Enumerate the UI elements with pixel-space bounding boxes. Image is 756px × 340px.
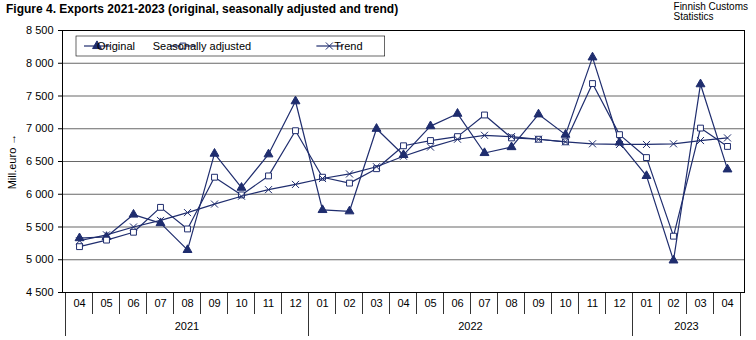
svg-text:05: 05 (100, 297, 112, 309)
svg-text:02: 02 (667, 297, 679, 309)
html-text:Figure 4. Exports 2021-2023 (o: Figure 4. Exports 2021-2023 (original, s… (6, 2, 399, 16)
svg-text:08: 08 (181, 297, 193, 309)
svg-text:7 000: 7 000 (26, 122, 54, 134)
svg-text:Mill.euro →: Mill.euro → (6, 134, 18, 190)
svg-text:Original: Original (97, 40, 135, 52)
svg-text:8 000: 8 000 (26, 57, 54, 69)
svg-text:5 000: 5 000 (26, 253, 54, 265)
svg-text:5 500: 5 500 (26, 221, 54, 233)
svg-text:01: 01 (316, 297, 328, 309)
svg-text:8 500: 8 500 (26, 24, 54, 36)
svg-text:05: 05 (424, 297, 436, 309)
svg-text:2021: 2021 (175, 320, 199, 332)
svg-text:03: 03 (370, 297, 382, 309)
svg-text:09: 09 (532, 297, 544, 309)
svg-text:10: 10 (235, 297, 247, 309)
svg-text:04: 04 (73, 297, 85, 309)
svg-text:12: 12 (289, 297, 301, 309)
html-text:Finnish Customs: Finnish Customs (673, 1, 748, 12)
svg-text:6 500: 6 500 (26, 155, 54, 167)
svg-text:04: 04 (721, 297, 733, 309)
svg-text:04: 04 (397, 297, 409, 309)
svg-text:11: 11 (587, 297, 598, 309)
svg-text:07: 07 (154, 297, 166, 309)
svg-text:07: 07 (478, 297, 490, 309)
svg-text:09: 09 (208, 297, 220, 309)
svg-text:06: 06 (451, 297, 463, 309)
svg-text:11: 11 (263, 297, 274, 309)
svg-text:08: 08 (505, 297, 517, 309)
svg-text:Seasonally adjusted: Seasonally adjusted (153, 40, 251, 52)
svg-text:4 500: 4 500 (26, 286, 54, 298)
svg-text:2023: 2023 (674, 320, 698, 332)
svg-text:7 500: 7 500 (26, 90, 54, 102)
svg-text:2022: 2022 (458, 320, 482, 332)
svg-text:10: 10 (559, 297, 571, 309)
svg-text:12: 12 (613, 297, 625, 309)
svg-text:06: 06 (127, 297, 139, 309)
svg-text:01: 01 (640, 297, 652, 309)
svg-text:03: 03 (694, 297, 706, 309)
svg-text:6 000: 6 000 (26, 188, 54, 200)
svg-text:Trend: Trend (334, 40, 362, 52)
svg-text:02: 02 (343, 297, 355, 309)
html-text:Statistics: Statistics (673, 11, 714, 22)
